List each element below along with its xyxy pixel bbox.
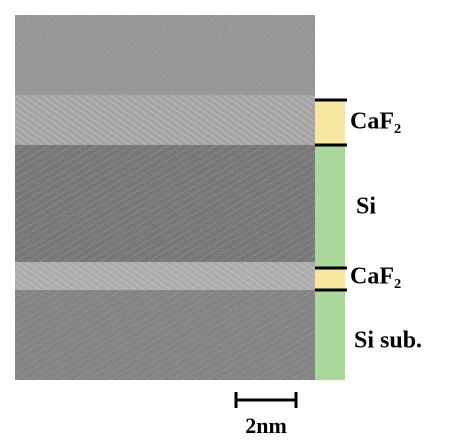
- layer-label: CaF₂: [350, 109, 401, 135]
- layer-label: CaF₂: [350, 264, 401, 290]
- scale-bar: [236, 392, 296, 408]
- page: CaF₂ Si CaF₂ Si sub. 2nm (() => { const …: [0, 0, 464, 441]
- tem-image: [15, 15, 315, 380]
- layer-bar: [315, 100, 347, 380]
- layer-label: Si sub.: [354, 328, 422, 354]
- figure: CaF₂ Si CaF₂ Si sub. 2nm: [0, 0, 464, 441]
- scale-label: 2nm: [245, 413, 287, 438]
- layer-label: Si: [356, 194, 376, 220]
